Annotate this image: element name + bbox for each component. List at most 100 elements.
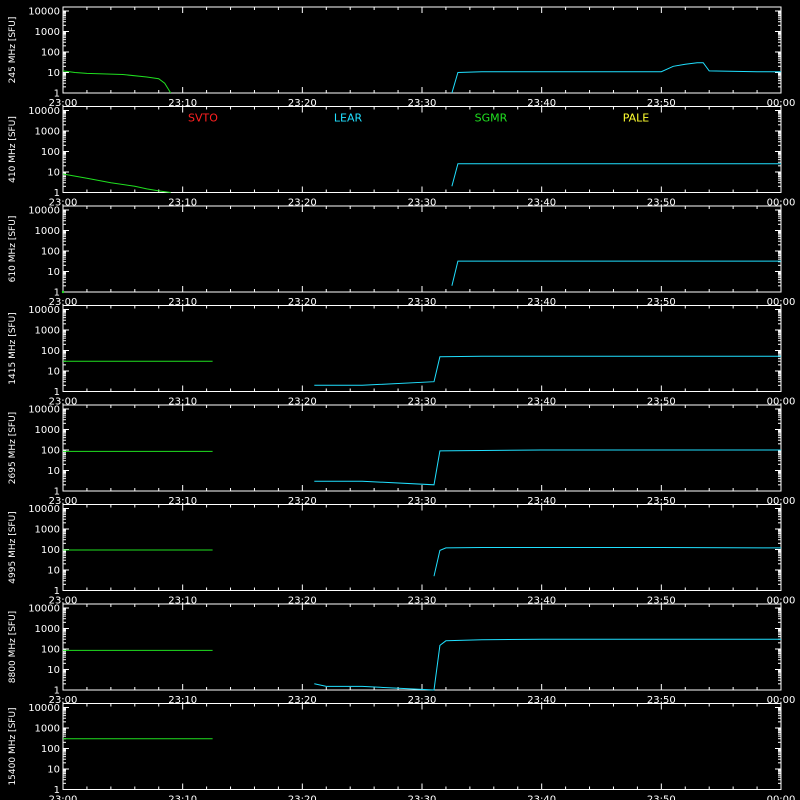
y-axis-label: 2695 MHz [SFU]: [8, 412, 18, 484]
x-tick-label: 23:40: [527, 596, 556, 607]
x-tick-label: 23:00: [49, 297, 78, 308]
x-tick-label: 00:00: [767, 198, 796, 209]
x-tick-label: 23:50: [647, 397, 676, 408]
y-tick-label: 100: [41, 247, 60, 258]
series-line-lear: [451, 163, 781, 187]
y-tick-label: 100: [41, 48, 60, 59]
x-tick-label: 23:50: [647, 795, 676, 800]
y-tick-label: 10000: [28, 106, 60, 117]
x-tick-label: 23:20: [288, 596, 317, 607]
y-axis-label: 610 MHz [SFU]: [8, 216, 18, 283]
series-line-lear: [314, 355, 781, 386]
x-tick-label: 23:40: [527, 695, 556, 706]
panel-2: 1 10 100 1000 10000 23:00 23:10 23:20 23:30 23:40…: [8, 106, 795, 209]
x-tick-label: 23:50: [647, 98, 676, 109]
x-tick-label: 23:40: [527, 795, 556, 800]
y-tick-label: 1000: [35, 724, 60, 735]
x-tick-label: 23:00: [49, 496, 78, 507]
x-tick-label: 23:40: [527, 397, 556, 408]
x-tick-label: 23:10: [168, 695, 197, 706]
y-tick-label: 100: [41, 545, 60, 556]
y-axis-label: 15400 MHz [SFU]: [8, 707, 18, 785]
series-line-lear: [314, 449, 781, 486]
panel-frame: [62, 205, 782, 293]
x-tick-label: 23:10: [168, 198, 197, 209]
y-tick-label: 10: [47, 168, 60, 179]
x-tick-label: 23:00: [49, 795, 78, 800]
x-tick-label: 23:30: [408, 496, 437, 507]
y-tick-label: 10: [47, 566, 60, 577]
panel-frame: [62, 106, 782, 193]
x-tick-label: 23:30: [408, 397, 437, 408]
y-axis-label: 1415 MHz [SFU]: [8, 312, 18, 384]
y-tick-label: 100: [41, 446, 60, 457]
series-line-sgmr: [62, 173, 171, 193]
x-tick-label: 23:10: [168, 496, 197, 507]
x-tick-label: 23:10: [168, 596, 197, 607]
x-tick-label: 00:00: [767, 596, 796, 607]
x-tick-label: 23:10: [168, 297, 197, 308]
y-tick-label: 100: [41, 147, 60, 158]
x-tick-label: 23:20: [288, 695, 317, 706]
x-tick-label: 23:50: [647, 596, 676, 607]
legend-label-svto: SVTO: [188, 112, 218, 125]
x-tick-label: 23:30: [408, 596, 437, 607]
y-tick-label: 1: [54, 288, 60, 299]
y-tick-label: 10000: [28, 405, 60, 416]
x-tick-label: 23:00: [49, 596, 78, 607]
panel-1: 1 10 100 1000 10000 23:00 23:10 23:20 23:30 23:40…: [8, 6, 796, 109]
y-tick-label: 1: [54, 686, 60, 697]
x-tick-label: 23:40: [527, 198, 556, 209]
y-tick-label: 1000: [35, 326, 60, 337]
x-tick-label: 23:30: [408, 297, 437, 308]
x-tick-label: 23:20: [288, 397, 317, 408]
y-tick-label: 1000: [35, 525, 60, 536]
panel-frame: [62, 603, 782, 691]
legend-label-lear: LEAR: [334, 112, 363, 125]
y-axis-label: 245 MHz [SFU]: [8, 17, 18, 84]
panel-4: 1 10 100 1000 10000 23:00 23:10 23:20 23:30 23:40…: [8, 305, 795, 408]
y-tick-label: 10000: [28, 504, 60, 515]
y-tick-label: 10000: [28, 206, 60, 217]
x-tick-label: 23:10: [168, 98, 197, 109]
x-tick-label: 23:30: [408, 98, 437, 109]
y-tick-label: 1: [54, 387, 60, 398]
panel-8: 1 10 100 1000 10000 23:00 23:10 23:20 23:30 23:40…: [8, 703, 795, 800]
y-tick-label: 10000: [28, 703, 60, 714]
y-tick-label: 1000: [35, 624, 60, 635]
x-tick-label: 23:30: [408, 198, 437, 209]
y-tick-label: 1000: [35, 127, 60, 138]
series-line-lear: [433, 547, 782, 577]
x-tick-label: 00:00: [767, 496, 796, 507]
x-tick-label: 00:00: [767, 695, 796, 706]
y-tick-label: 10000: [28, 604, 60, 615]
x-tick-label: 23:50: [647, 297, 676, 308]
x-tick-label: 00:00: [767, 297, 796, 308]
x-tick-label: 23:40: [527, 496, 556, 507]
x-tick-label: 23:50: [647, 695, 676, 706]
y-tick-label: 10000: [28, 305, 60, 316]
series-point-sgmr: [61, 290, 65, 294]
x-tick-label: 23:20: [288, 496, 317, 507]
panel-5: 1 10 100 1000 10000 23:00 23:10 23:20 23:30 23:40…: [8, 404, 796, 507]
x-tick-label: 00:00: [767, 98, 796, 109]
y-tick-label: 100: [41, 744, 60, 755]
y-tick-label: 100: [41, 645, 60, 656]
series-line-lear: [451, 260, 781, 286]
x-tick-label: 23:00: [49, 695, 78, 706]
x-tick-label: 23:20: [288, 198, 317, 209]
legend-label-pale: PALE: [623, 112, 650, 125]
y-tick-label: 10: [47, 68, 60, 79]
y-tick-label: 10: [47, 665, 60, 676]
x-tick-label: 23:00: [49, 198, 78, 209]
x-tick-label: 00:00: [767, 795, 796, 800]
panel-7: 1 10 100 1000 10000 23:00 23:10 23:20 23:30 23:40…: [8, 603, 796, 706]
y-axis-label: 410 MHz [SFU]: [8, 116, 18, 183]
y-tick-label: 1000: [35, 425, 60, 436]
x-tick-label: 23:00: [49, 98, 78, 109]
x-tick-label: 23:30: [408, 795, 437, 800]
panel-frame: [62, 703, 782, 790]
y-tick-label: 1: [54, 487, 60, 498]
x-tick-label: 23:30: [408, 695, 437, 706]
